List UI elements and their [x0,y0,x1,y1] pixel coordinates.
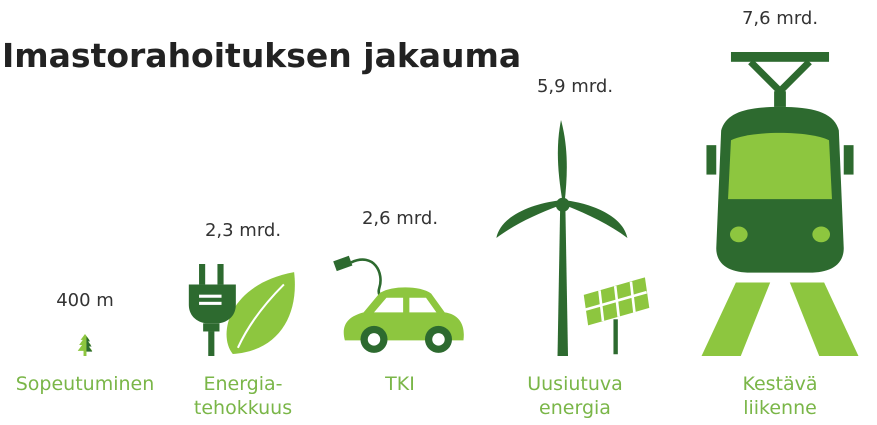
icon [702,52,859,356]
category-label: Sopeutuminen [15,373,155,395]
value-label: 400 m [56,290,114,311]
icon [187,264,296,356]
value-label: 7,6 mrd. [741,8,819,29]
category-label: Energia- tehokkuus [193,373,293,419]
icon [332,254,466,355]
category-label: Uusiutuva energia [527,373,623,419]
icon [496,120,651,356]
category-label: TKI [385,373,415,395]
value-label: 2,3 mrd. [204,220,282,241]
icon [77,334,93,356]
title: Imastorahoituksen jakauma [2,36,522,75]
value-label: 2,6 mrd. [361,208,439,229]
category-label: Kestävä liikenne [742,373,818,419]
value-label: 5,9 mrd. [536,76,614,97]
